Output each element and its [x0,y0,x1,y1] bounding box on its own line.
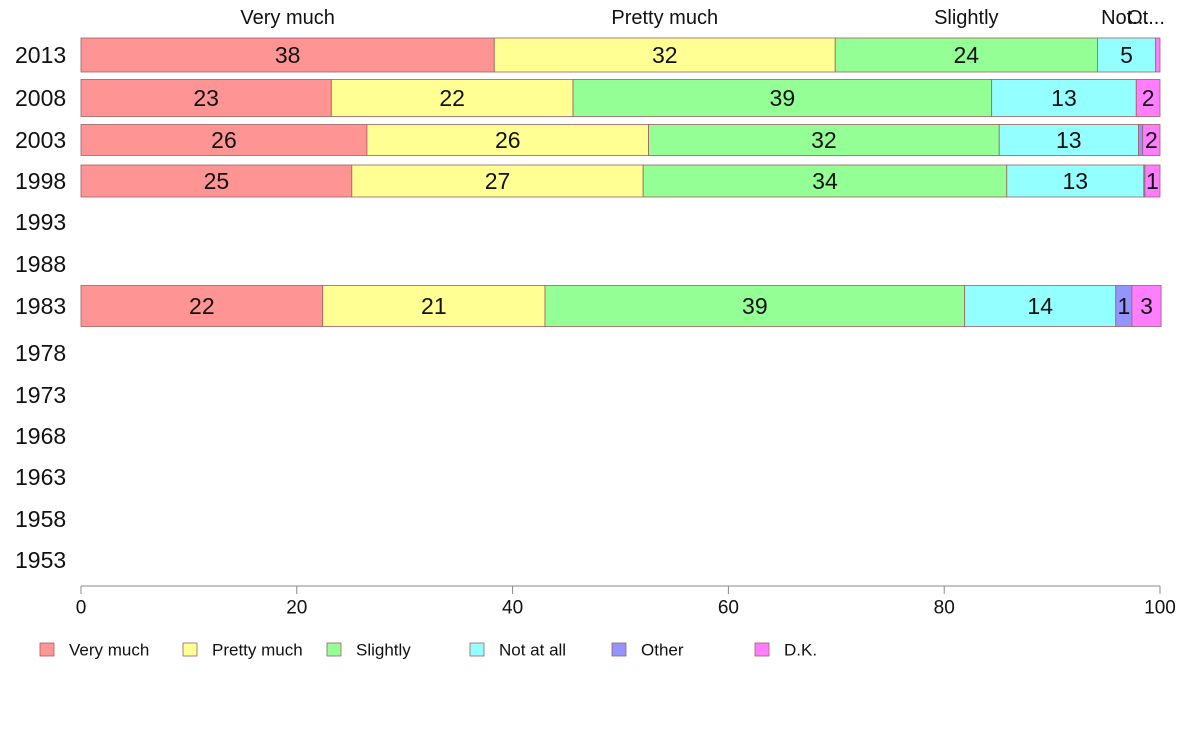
data-label-1998-very-much: 25 [204,168,230,194]
bar-1998-d-k- [1144,164,1161,198]
data-label-2003-d-k-: 2 [1145,127,1158,153]
data-label-1983-pretty-much: 21 [421,293,447,319]
bar-2013-pretty-much [493,37,836,73]
y-tick-label-2008: 2008 [15,85,66,111]
legend-swatch-4 [611,642,627,657]
data-label-2003-very-much: 26 [211,127,237,153]
bar-1998-pretty-much [351,164,644,198]
x-tick-label-100: 100 [1144,598,1176,619]
y-tick-label-2013: 2013 [15,42,66,68]
legend-label-4: Other [641,641,684,660]
data-label-2008-not-at-all: 13 [1051,85,1077,111]
top-label-1: Pretty much [611,7,718,29]
bar-1983-slightly [544,285,966,327]
data-label-2013-slightly: 24 [954,42,980,68]
bar-2008-d-k- [1135,79,1161,117]
data-label-1983-other: 1 [1117,293,1130,319]
data-label-2013-very-much: 38 [275,42,301,68]
data-label-1983-d-k-: 3 [1140,293,1153,319]
y-tick-label-1973: 1973 [15,382,66,408]
legend-swatch-0 [39,642,55,657]
x-tick-label-20: 20 [286,598,307,619]
y-tick-label-1998: 1998 [15,168,66,194]
top-category-labels: Very much Pretty much Slightly Not...Ot... [240,7,1165,29]
bar-2008-pretty-much [330,79,574,117]
legend-label-5: D.K. [784,641,817,660]
bar-2003-other [1138,124,1144,156]
bar-2003-very-much [80,124,368,156]
bar-2008-not-at-all [991,79,1137,117]
bar-2008-slightly [572,79,993,117]
data-label-2008-very-much: 23 [193,85,219,111]
legend-swatch-5 [754,642,770,657]
y-tick-label-1993: 1993 [15,209,66,235]
y-tick-label-1953: 1953 [15,547,66,573]
y-tick-label-1963: 1963 [15,464,66,490]
data-label-1983-very-much: 22 [189,293,215,319]
bar-1998-very-much [80,164,353,198]
data-label-2003-slightly: 32 [811,127,837,153]
legend-swatch-3 [469,642,485,657]
data-label-2003-pretty-much: 26 [495,127,521,153]
data-label-2008-slightly: 39 [770,85,796,111]
bar-2003-d-k- [1142,124,1161,156]
legend-swatch-2 [326,642,342,657]
y-axis-labels: 2013 2008 2003 1998 1993 1988 1983 1978 1973 1968… [15,42,66,573]
bar-2003-not-at-all [998,124,1139,156]
top-label-2: Slightly [934,7,998,29]
bar-1983-very-much [80,285,324,327]
data-label-2008-d-k-: 2 [1142,85,1155,111]
data-label-1983-not-at-all: 14 [1027,293,1053,319]
legend-label-3: Not at all [499,641,566,660]
y-tick-label-1988: 1988 [15,251,66,277]
bar-1983-not-at-all [964,285,1117,327]
y-tick-label-2003: 2003 [15,127,66,153]
legend-swatch-1 [182,642,198,657]
bars: 38 32 24 523 22 39 13 226 26 32 13 225 27 34 13 122 21 39… [80,37,1162,327]
legend: Very much Pretty much Slightly Not at all Ot… [39,641,817,660]
data-label-2003-not-at-all: 13 [1056,127,1082,153]
legend-label-1: Pretty much [212,641,303,660]
bar-1983-pretty-much [322,285,546,327]
data-label-1998-slightly: 34 [812,168,838,194]
data-label-1983-slightly: 39 [742,293,768,319]
legend-label-0: Very much [69,641,149,660]
top-label-0: Very much [240,7,334,29]
bar-2013-d-k- [1155,37,1161,73]
x-tick-label-40: 40 [502,598,523,619]
bar-2003-slightly [648,124,1000,156]
bar-2008-very-much [80,79,332,117]
x-tick-label-60: 60 [718,598,739,619]
data-label-2013-not-at-all: 5 [1120,42,1133,68]
y-tick-label-1983: 1983 [15,293,66,319]
data-label-2008-pretty-much: 22 [439,85,465,111]
x-tick-label-80: 80 [934,598,955,619]
y-tick-label-1978: 1978 [15,340,66,366]
top-label-3: Not... [1101,7,1149,29]
top-label-4: Ot... [1127,7,1165,29]
legend-label-2: Slightly [356,641,411,660]
bar-2003-pretty-much [366,124,649,156]
data-label-1998-not-at-all: 13 [1063,168,1089,194]
x-axis: 0 20 40 60 80 100 [76,585,1176,619]
data-label-1998-pretty-much: 27 [485,168,511,194]
data-label-1998-d-k-: 1 [1146,168,1159,194]
bar-1998-not-at-all [1006,164,1145,198]
bar-1983-d-k- [1131,285,1162,327]
bar-1998-slightly [642,164,1008,198]
y-tick-label-1958: 1958 [15,506,66,532]
data-label-2013-pretty-much: 32 [652,42,678,68]
x-tick-label-0: 0 [76,598,87,619]
y-tick-label-1968: 1968 [15,423,66,449]
